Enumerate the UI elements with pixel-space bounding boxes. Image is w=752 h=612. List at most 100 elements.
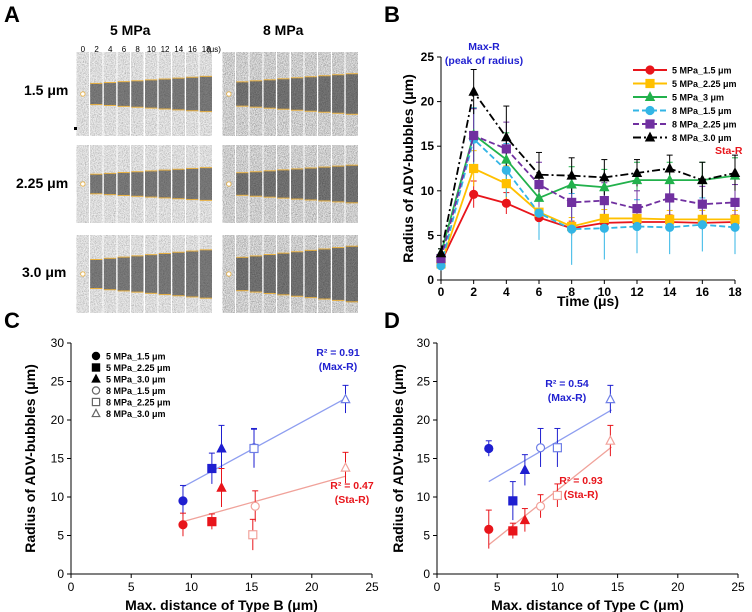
d-ytick-5: 5 xyxy=(423,529,430,543)
c-xtick-0: 0 xyxy=(68,580,75,594)
d-xtick-10: 10 xyxy=(551,580,565,594)
b-xtick-16: 16 xyxy=(696,285,710,299)
b-legend-text-3: 8 MPa_1.5 μm xyxy=(672,106,732,116)
time-tick-2: 2 xyxy=(94,45,99,54)
b-ytick-20: 20 xyxy=(421,95,435,109)
b-legend-marker-4 xyxy=(645,119,655,129)
droplet-r1-g0 xyxy=(80,181,86,187)
bubble-r2-g1-6 xyxy=(304,250,317,298)
c-xtick-25: 25 xyxy=(365,580,379,594)
b-point-s4-4 xyxy=(567,197,577,207)
b-xtick-18: 18 xyxy=(728,285,742,299)
c-legend-marker-0 xyxy=(91,351,101,361)
bubble-r0-g0-6 xyxy=(158,79,171,109)
c-legend-marker-3 xyxy=(91,386,101,395)
b-point-s3-4 xyxy=(567,224,577,234)
c-ytick-5: 5 xyxy=(57,529,64,543)
b-point-s5-9 xyxy=(729,167,741,177)
b-point-s1-5 xyxy=(599,213,609,224)
bubble-r2-g0-5 xyxy=(145,254,158,294)
b-point-s5-0 xyxy=(435,247,447,258)
row-label-1-5: 1.5 μm xyxy=(24,82,68,98)
c-point-1 xyxy=(207,463,217,474)
panel-d: D 0 5 10 15 20 25 30 0 5 10 15 20 25 Max. distance of… xyxy=(384,308,745,612)
c-point-11 xyxy=(340,461,351,472)
b-point-s5-4 xyxy=(566,169,577,180)
bubble-r1-g1-4 xyxy=(277,169,290,199)
b-point-s4-5 xyxy=(599,196,609,206)
chart-c: 0 5 10 15 20 25 30 0 5 10 15 20 25 Max. distance of T… xyxy=(22,336,379,612)
bubble-r1-g1-6 xyxy=(304,167,317,201)
bubble-r0-g0-3 xyxy=(117,81,130,107)
b-point-s5-8 xyxy=(697,174,708,185)
c-annot-sta-r2: R² = 0.47 xyxy=(330,480,374,492)
time-tick-4: 4 xyxy=(108,45,113,54)
c-point-5 xyxy=(340,393,351,404)
c-annot-sta-r-label: (Sta-R) xyxy=(335,494,369,506)
b-ytick-25: 25 xyxy=(421,50,435,64)
b-point-s4-2 xyxy=(501,144,511,154)
bubble-r0-g1-7 xyxy=(318,75,331,113)
b-legend-text-4: 8 MPa_2.25 μm xyxy=(672,120,737,130)
b-annot-sta-r: Sta-R xyxy=(715,145,743,157)
d-ytick-15: 15 xyxy=(417,452,431,466)
b-point-s2-2 xyxy=(501,153,512,164)
b-legend-marker-3 xyxy=(645,105,655,116)
c-legend-text-4: 8 MPa_2.25 μm xyxy=(106,398,171,408)
bubble-r1-g1-3 xyxy=(263,170,276,198)
c-legend-text-0: 5 MPa_1.5 μm xyxy=(106,352,166,362)
c-legend: 5 MPa_1.5 μm5 MPa_2.25 μm5 MPa_3.0 μm8 M… xyxy=(91,351,171,419)
d-annot-sta-r-label: (Sta-R) xyxy=(564,489,598,501)
bubble-r1-g0-8 xyxy=(186,168,199,200)
c-xtick-15: 15 xyxy=(245,580,259,594)
b-line-series-1 xyxy=(440,167,735,265)
c-point-8 xyxy=(216,481,227,492)
bubble-r1-g1-1 xyxy=(236,172,249,196)
b-ytick-15: 15 xyxy=(421,139,435,153)
bubble-r0-g1-6 xyxy=(304,76,317,112)
bubble-r0-g0-1 xyxy=(90,83,103,105)
bubble-r0-g0-7 xyxy=(172,78,185,110)
bubble-r2-g1-7 xyxy=(318,248,331,300)
bubble-r0-g0-2 xyxy=(103,82,117,106)
b-point-s2-6 xyxy=(631,174,643,185)
c-legend-text-1: 5 MPa_2.25 μm xyxy=(106,363,171,373)
bubble-r1-g0-7 xyxy=(172,169,185,199)
b-point-s4-9 xyxy=(730,197,740,207)
c-point-7 xyxy=(207,517,217,527)
droplet-r2-g0 xyxy=(80,271,86,277)
b-legend-text-5: 8 MPa_3.0 μm xyxy=(672,133,732,143)
c-ytick-25: 25 xyxy=(51,375,65,389)
c-legend-marker-4 xyxy=(91,397,101,407)
c-xlabel: Max. distance of Type B (μm) xyxy=(125,597,318,612)
panel-c-letter: C xyxy=(4,308,20,333)
d-point-0 xyxy=(484,443,494,454)
b-point-s5-6 xyxy=(631,167,643,177)
c-xtick-10: 10 xyxy=(185,580,199,594)
b-point-s3-9 xyxy=(730,222,740,232)
c-legend-marker-2 xyxy=(91,373,101,383)
chart-b: 0 5 10 15 20 25 0 2 4 6 8 10 12 14 16 18 Time (μs) Radius… xyxy=(400,41,743,309)
d-point-5 xyxy=(605,393,616,404)
d-point-1 xyxy=(508,496,518,506)
b-point-s1-9 xyxy=(730,214,740,224)
time-tick-8: 8 xyxy=(135,45,140,54)
bubble-r1-g1-2 xyxy=(249,171,263,197)
d-fit-max-r xyxy=(488,409,612,483)
bubble-r2-g0-2 xyxy=(103,258,117,290)
panel-c: C 0 5 10 15 20 25 30 0 5 10 15 20 25 Max. distance of… xyxy=(4,308,379,612)
b-xtick-12: 12 xyxy=(630,285,644,299)
panel-b: B 0 5 10 15 20 25 0 2 4 6 8 10 12 14 16 18 Time (μs) Radi… xyxy=(384,2,743,309)
bubble-r1-g0-3 xyxy=(117,172,130,196)
b-point-s0-1 xyxy=(469,189,479,199)
c-ytick-20: 20 xyxy=(51,413,65,427)
bubble-r0-g1-2 xyxy=(249,80,263,108)
b-point-s5-1 xyxy=(468,85,479,96)
b-legend-text-0: 5 MPa_1.5 μm xyxy=(672,66,732,76)
bubble-r1-g1-9 xyxy=(345,165,358,203)
time-tick-0: 0 xyxy=(81,45,86,54)
b-point-s2-7 xyxy=(664,174,675,185)
bubble-r1-g0-5 xyxy=(145,170,158,198)
d-ytick-10: 10 xyxy=(417,490,431,504)
